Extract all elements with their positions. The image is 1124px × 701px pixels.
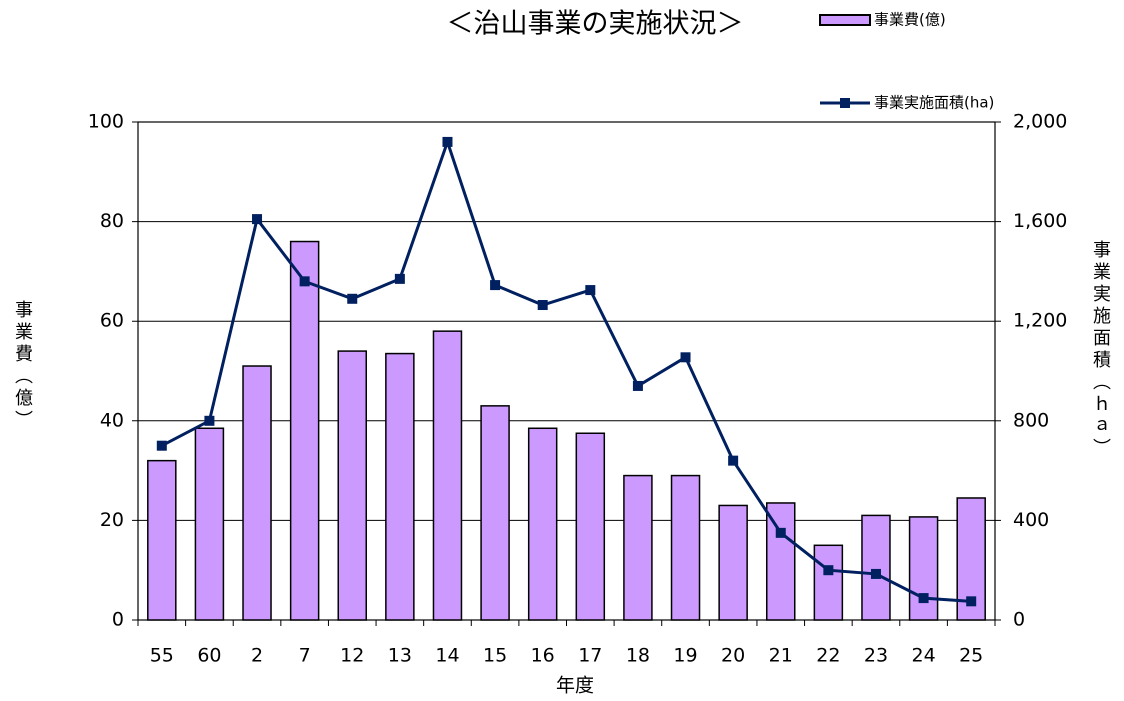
bar: [861, 514, 891, 621]
x-tick-label: 14: [435, 645, 459, 667]
line-marker: [394, 273, 405, 284]
bar: [813, 544, 844, 621]
x-tick-label: 15: [483, 645, 507, 667]
bar: [670, 474, 701, 621]
bar: [480, 405, 510, 621]
x-tick-label: 18: [626, 645, 650, 667]
x-tick-label: 20: [721, 645, 745, 667]
y-tick-label: 40: [100, 409, 124, 431]
y2-tick-label: 0: [1013, 609, 1025, 631]
line-marker: [728, 455, 739, 466]
x-axis-label: 年度: [556, 675, 594, 697]
legend-label: 事業費(億): [874, 11, 946, 29]
x-tick-label: 12: [340, 645, 364, 667]
x-tick-label: 2: [251, 645, 263, 667]
y-tick-label: 60: [100, 310, 124, 332]
x-tick-label: 60: [197, 645, 221, 667]
y2-tick-label: 400: [1013, 509, 1049, 531]
bar: [432, 330, 463, 621]
line-marker: [156, 440, 167, 451]
bar: [623, 474, 653, 621]
x-tick-label: 24: [911, 645, 935, 667]
x-tick-label: 13: [388, 645, 412, 667]
legend-swatch: [819, 14, 871, 26]
x-tick-label: 22: [816, 645, 840, 667]
legend-label: 事業実施面積(ha): [874, 94, 994, 112]
line-marker: [823, 565, 834, 576]
x-tick-label: 21: [769, 645, 793, 667]
y-axis-label: 事業費（億）: [12, 300, 33, 432]
line: [161, 137, 972, 603]
line-marker: [490, 280, 501, 291]
y-tick-label: 20: [100, 509, 124, 531]
bar: [575, 432, 606, 621]
y-tick-label: 80: [100, 210, 124, 232]
line-marker: [252, 214, 263, 225]
line-marker: [442, 136, 453, 147]
bar: [194, 427, 225, 621]
x-tick-label: 7: [299, 645, 311, 667]
line-marker: [299, 276, 310, 287]
x-tick-label: 19: [673, 645, 697, 667]
line-marker: [585, 285, 596, 296]
line-marker: [204, 415, 215, 426]
bar: [718, 504, 748, 621]
bar: [289, 240, 320, 621]
line-marker: [632, 380, 643, 391]
x-tick-label: 17: [578, 645, 602, 667]
chart-title: ＜治山事業の実施状況＞: [447, 9, 744, 40]
bar: [147, 459, 177, 621]
bar: [385, 352, 415, 621]
legend-swatch: [840, 98, 850, 108]
plot-frame: [137, 121, 996, 621]
y-tick-label: 0: [112, 609, 124, 631]
y2-tick-label: 1,200: [1013, 310, 1067, 332]
bar: [527, 427, 558, 621]
x-tick-label: 25: [959, 645, 983, 667]
y2-axis-label: 事業実施面積（ｈａ）: [1090, 240, 1111, 460]
bar: [337, 350, 367, 621]
x-tick-label: 23: [864, 645, 888, 667]
line-marker: [347, 293, 358, 304]
line-marker: [775, 527, 786, 538]
line-marker: [966, 596, 977, 607]
y2-tick-label: 1,600: [1013, 210, 1067, 232]
bar: [766, 502, 796, 621]
bar: [242, 365, 272, 621]
x-tick-label: 55: [150, 645, 174, 667]
bar: [908, 516, 939, 621]
y2-tick-label: 800: [1013, 409, 1049, 431]
line-marker: [537, 300, 548, 311]
y-tick-label: 100: [88, 111, 124, 133]
line-marker: [918, 593, 929, 604]
x-tick-label: 16: [531, 645, 555, 667]
y2-tick-label: 2,000: [1013, 111, 1067, 133]
line-marker: [680, 352, 691, 363]
line-marker: [870, 568, 881, 579]
